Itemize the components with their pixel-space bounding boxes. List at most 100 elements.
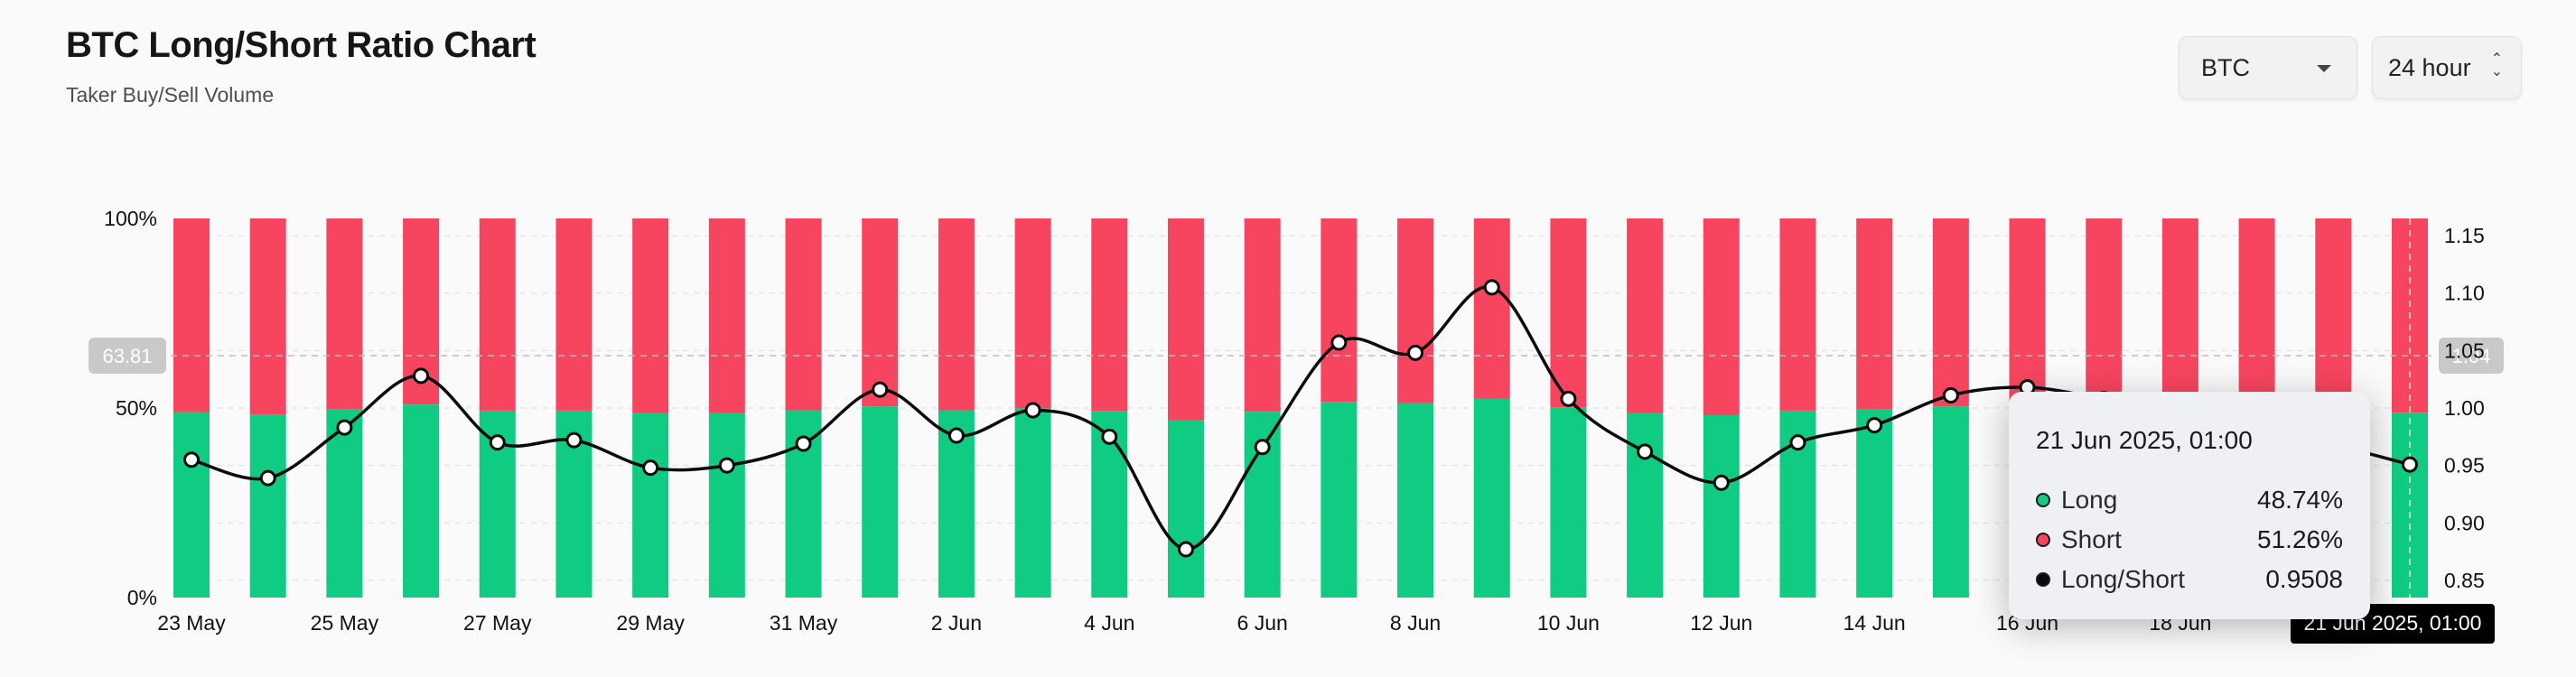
short-bar [708,218,745,413]
short-bar [173,218,210,413]
ratio-point [336,419,353,436]
period-select[interactable]: 24 hour ⌃ ⌄ [2372,36,2522,99]
short-bar [1014,218,1051,409]
short-bar [249,218,286,415]
tooltip-row-ratio: Long/Short 0.9508 [2036,560,2343,599]
period-select-value: 24 hour [2388,53,2471,81]
x-axis-tick: 27 May [463,611,532,635]
short-bar [632,218,669,413]
short-bar [785,218,822,411]
tooltip-value: 48.74% [2257,486,2343,514]
tooltip-label: Short [2061,525,2122,553]
left-axis-tick: 50% [116,396,157,420]
short-bar [2086,218,2123,408]
x-axis-tick: 31 May [770,611,838,635]
ratio-point [1177,541,1194,558]
right-axis-tick: 1.05 [2444,338,2485,362]
right-axis-tick: 1.15 [2444,224,2485,247]
x-axis-tick: 6 Jun [1237,611,1288,635]
short-bar [1167,218,1204,421]
ratio-point [1637,443,1654,460]
short-bar [862,218,899,407]
long-bar [1703,414,1740,598]
x-axis-tick: 4 Jun [1084,611,1134,635]
short-bar [1627,218,1664,413]
short-bar [326,218,363,410]
ratio-point [947,427,965,444]
long-bar [1321,402,1358,598]
right-axis-tick: 0.85 [2444,569,2485,592]
x-axis-tick: 29 May [616,611,685,635]
long-bar [862,406,899,598]
right-axis-tick: 0.90 [2444,511,2485,534]
long-bar [326,409,363,598]
tooltip-label: Long/Short [2061,565,2185,593]
x-axis-tick: 14 Jun [1843,611,1906,635]
crosshair-left-label: 63.81 [102,345,152,367]
chevron-down-icon [2317,65,2331,72]
ratio-point [1560,390,1577,407]
crosshair-right-label: 1.04 [2452,345,2491,367]
short-bar [479,218,516,411]
ratio-point [565,431,583,449]
x-axis-tick: 8 Jun [1390,611,1441,635]
left-axis-tick: 0% [127,586,157,609]
ratio-point [1713,474,1730,491]
ratio-point [413,367,430,385]
long-bar [1014,408,1051,598]
ratio-point [489,434,506,451]
long-bar [1932,406,1969,598]
long-bar [249,414,286,598]
tooltip-row-long: Long 48.74% [2036,480,2343,520]
right-axis-tick: 1.10 [2444,282,2485,305]
long-bar [1856,409,1893,598]
short-bar [1932,218,1969,407]
up-down-chevron-icon: ⌃ ⌄ [2490,51,2503,79]
ratio-point [1101,428,1118,445]
crosshair: 63.81 1.04 [89,218,2504,598]
crosshair-right-badge [2439,337,2504,374]
ratio-point [2402,456,2418,473]
short-bar [555,218,593,411]
ratio-point [795,435,812,452]
short-bar [2009,218,2046,406]
coin-select[interactable]: BTC [2179,36,2357,99]
short-bar [1397,218,1434,403]
long-bar [1473,398,1510,598]
tooltip-row-short: Short 51.26% [2036,520,2343,560]
page-title: BTC Long/Short Ratio Chart [66,25,537,65]
chart-tooltip: 21 Jun 2025, 01:00 Long 48.74% Short 51.… [2009,392,2370,619]
long-bar [1627,413,1664,598]
short-bar [2161,218,2198,409]
long-dot-icon [2036,493,2050,507]
x-axis-tick: 10 Jun [1537,611,1600,635]
ratio-line-layer [183,279,2418,558]
ratio-point [1024,402,1041,419]
ratio-point [1789,434,1806,451]
short-dot-icon [2036,533,2050,547]
x-axis-tick: 12 Jun [1690,611,1752,635]
long-bar [1550,407,1587,598]
ratio-point [183,451,200,468]
crosshair-left-badge [89,337,166,374]
short-bar [938,218,975,411]
x-axis-tick: 25 May [311,611,379,635]
ratio-point [1254,439,1271,456]
ratio-point [259,469,276,487]
long-bar [403,404,440,598]
short-bar [1244,218,1281,413]
short-bar [1091,218,1128,412]
ratio-point [718,457,735,474]
short-bar [1703,218,1740,415]
short-bar [1779,218,1816,411]
long-bar [1167,420,1204,598]
tooltip-date: 21 Jun 2025, 01:00 [2036,426,2253,454]
long-bar [632,413,669,598]
long-bar [1397,403,1434,598]
ratio-point [1407,344,1424,361]
ratio-point [872,381,889,398]
ratio-point [1483,279,1500,296]
long-bar [708,413,745,598]
ratio-point [1942,387,1959,403]
tooltip-value: 0.9508 [2265,565,2343,593]
